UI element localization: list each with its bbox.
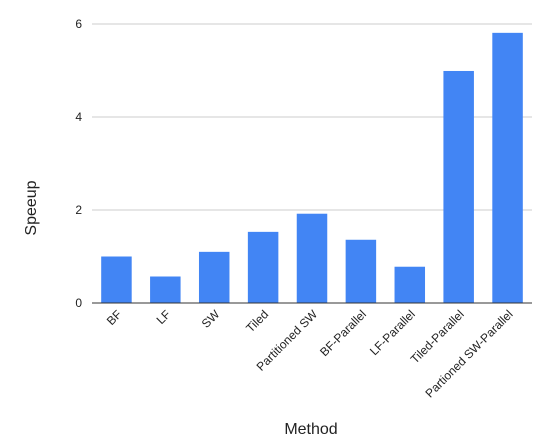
- bar-partioned-sw-parallel: [492, 32, 523, 304]
- x-tick-label: BF-Parallel: [317, 307, 369, 359]
- bar-sw: [198, 251, 230, 303]
- y-tick-labels: 0 2 4 6: [75, 17, 82, 310]
- x-tick-label: Tiled: [243, 307, 271, 335]
- x-tick-label: Partioned SW-Parallel: [422, 307, 515, 400]
- y-tick-label: 0: [75, 296, 82, 310]
- x-tick-label: LF: [154, 307, 174, 327]
- x-tick-label: LF-Parallel: [367, 307, 418, 358]
- bar-bf: [101, 256, 132, 303]
- bar-lf: [150, 276, 181, 303]
- x-axis-title: Method: [284, 421, 337, 438]
- y-axis-title: Speeup: [23, 180, 40, 235]
- y-tick-label: 6: [75, 17, 82, 31]
- bars: [101, 32, 523, 304]
- y-tick-label: 2: [75, 203, 82, 217]
- bar-tiled-parallel: [443, 70, 474, 303]
- x-tick-label: SW: [199, 307, 223, 331]
- x-tick-label: BF: [104, 307, 125, 328]
- bar-tiled: [247, 231, 279, 303]
- bar-partitioned-sw: [296, 213, 328, 303]
- bar-bf-parallel: [345, 239, 377, 303]
- bar-lf-parallel: [394, 266, 426, 303]
- y-tick-label: 4: [75, 110, 82, 124]
